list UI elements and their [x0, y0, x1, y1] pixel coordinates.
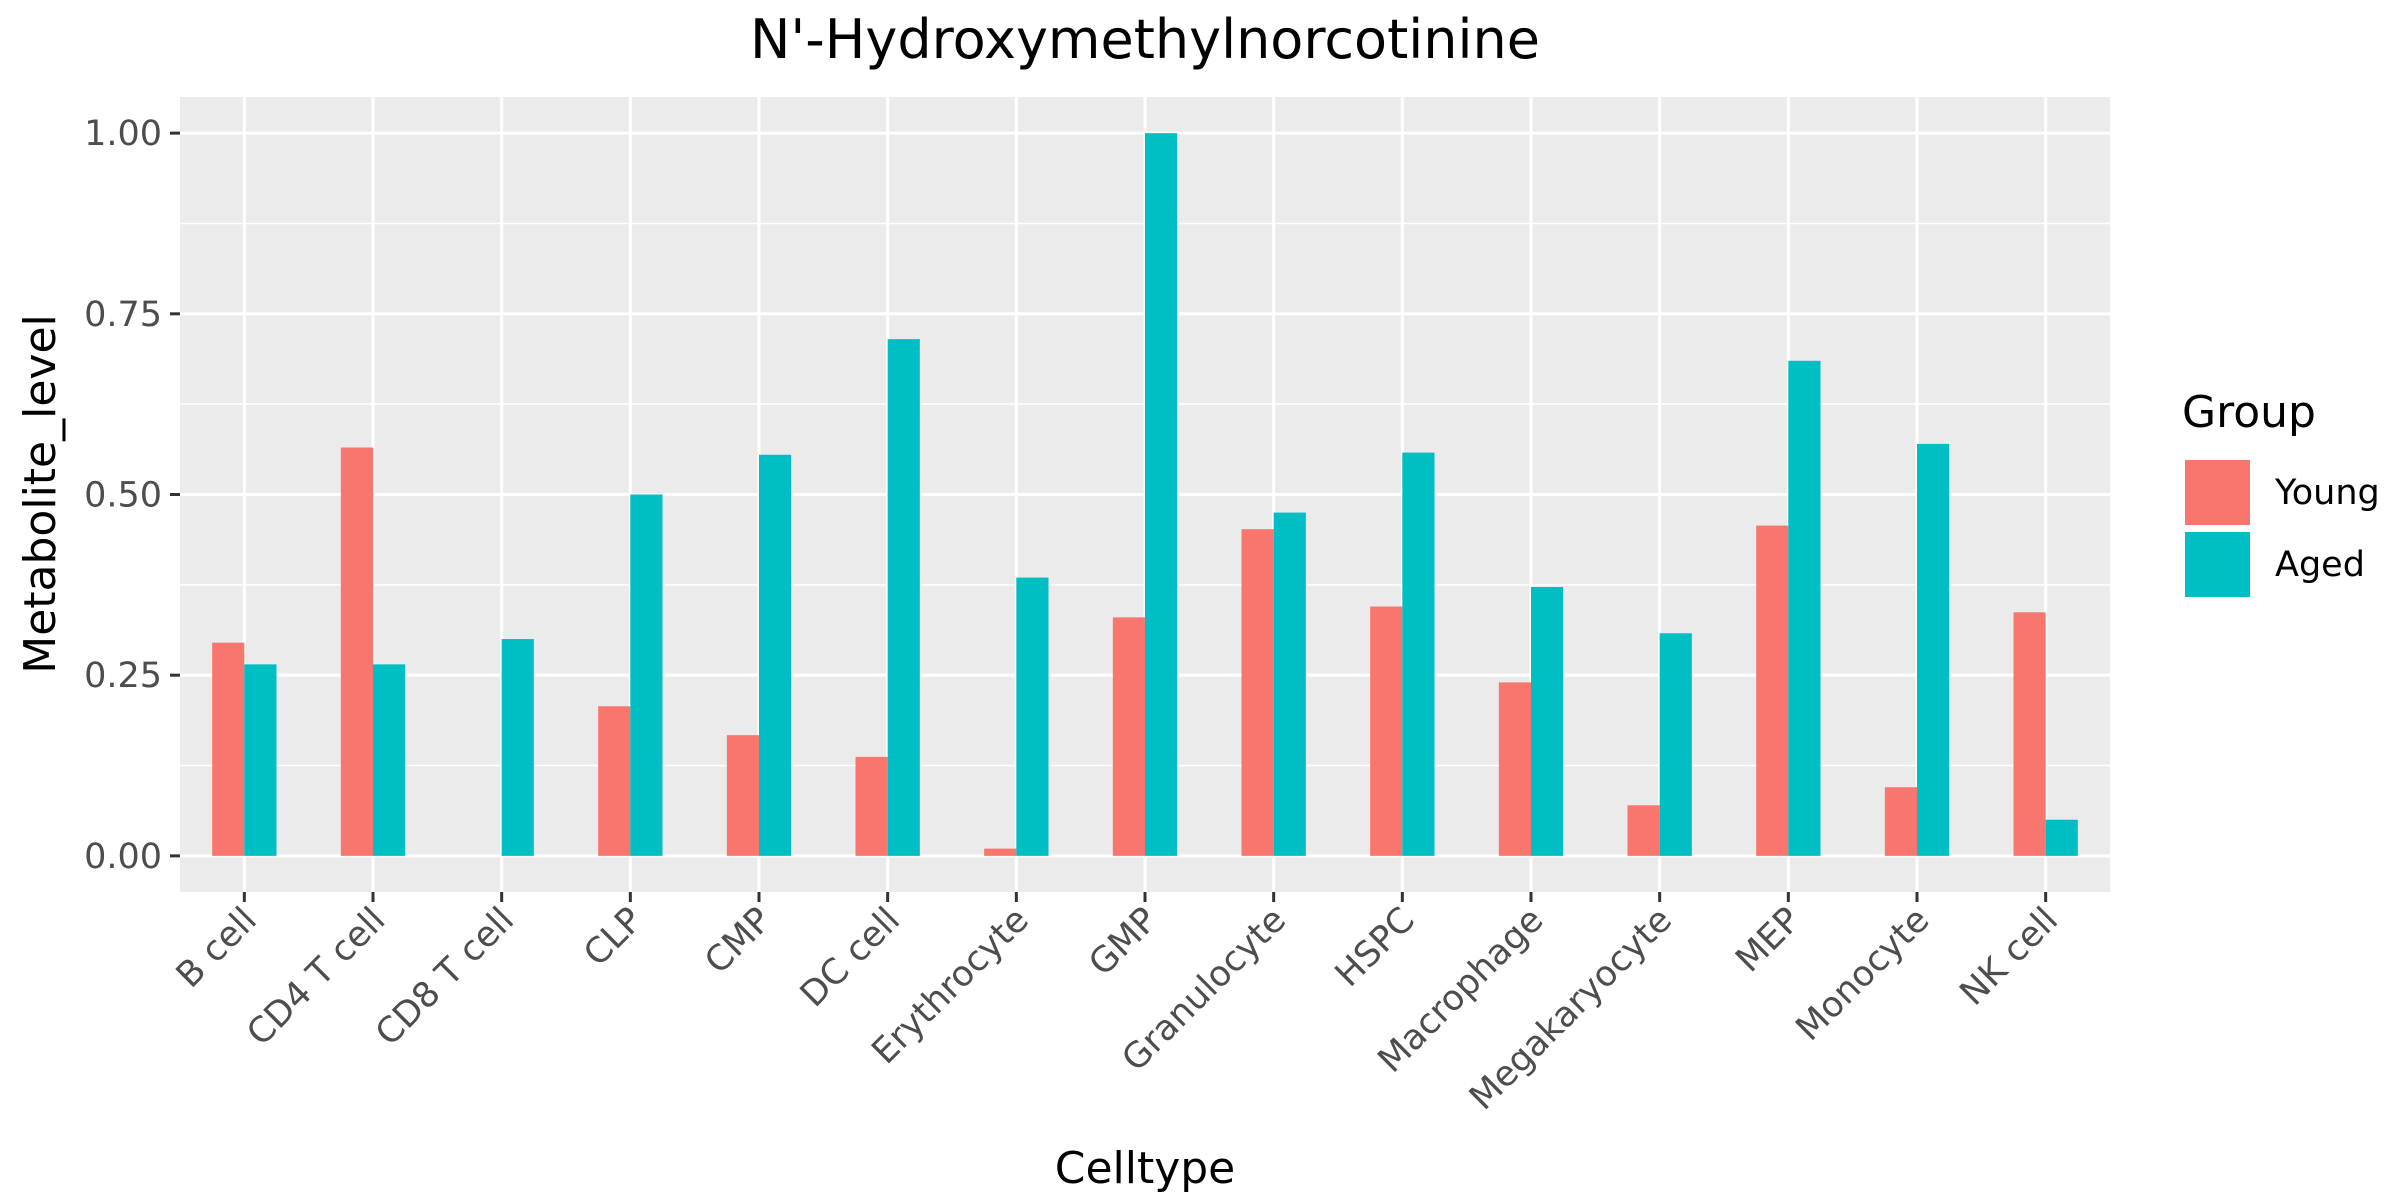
- legend-label-aged: Aged: [2275, 545, 2365, 585]
- bar-aged: [759, 454, 792, 856]
- bar-young: [1112, 617, 1145, 856]
- bar-young: [1627, 805, 1660, 856]
- bar-aged: [1016, 577, 1049, 856]
- bar-young: [1498, 682, 1531, 856]
- y-tick-label: 0.00: [84, 837, 162, 877]
- bar-young: [1756, 525, 1789, 856]
- chart-title: N'-Hydroxymethylnorcotinine: [750, 8, 1540, 71]
- y-tick-label: 0.50: [84, 476, 162, 516]
- legend-key-aged: [2185, 532, 2250, 597]
- y-tick-label: 1.00: [84, 114, 162, 154]
- bar-aged: [501, 639, 534, 856]
- bar-young: [1370, 606, 1403, 856]
- bar-aged: [1788, 360, 1821, 856]
- y-axis-title: Metabolite_level: [15, 314, 66, 674]
- bar-aged: [244, 664, 277, 856]
- bar-aged: [1145, 133, 1178, 856]
- bar-young: [855, 756, 888, 856]
- bar-aged: [1531, 587, 1564, 856]
- bar-young: [726, 735, 759, 856]
- bar-young: [340, 447, 373, 856]
- bar-aged: [1659, 633, 1692, 856]
- bar-aged: [373, 664, 406, 856]
- bar-aged: [887, 339, 920, 856]
- legend-key-young: [2185, 460, 2250, 525]
- bar-aged: [2045, 819, 2078, 856]
- bar-aged: [1917, 443, 1950, 856]
- bar-aged: [630, 494, 663, 856]
- legend-label-young: Young: [2274, 473, 2380, 513]
- legend-title: Group: [2182, 387, 2316, 438]
- bar-young: [2013, 612, 2046, 856]
- bar-aged: [1273, 512, 1306, 856]
- y-tick-label: 0.75: [84, 295, 162, 335]
- bar-young: [598, 706, 631, 856]
- bar-aged: [1402, 452, 1435, 856]
- bar-young: [212, 642, 245, 856]
- legend: Group Young Aged: [2182, 387, 2380, 597]
- bar-young: [1241, 529, 1274, 856]
- bars-layer: [212, 133, 2078, 856]
- y-tick-label: 0.25: [84, 656, 162, 696]
- bar-young: [1884, 787, 1917, 856]
- bar-young: [984, 848, 1017, 856]
- x-axis-title: Celltype: [1055, 1143, 1236, 1194]
